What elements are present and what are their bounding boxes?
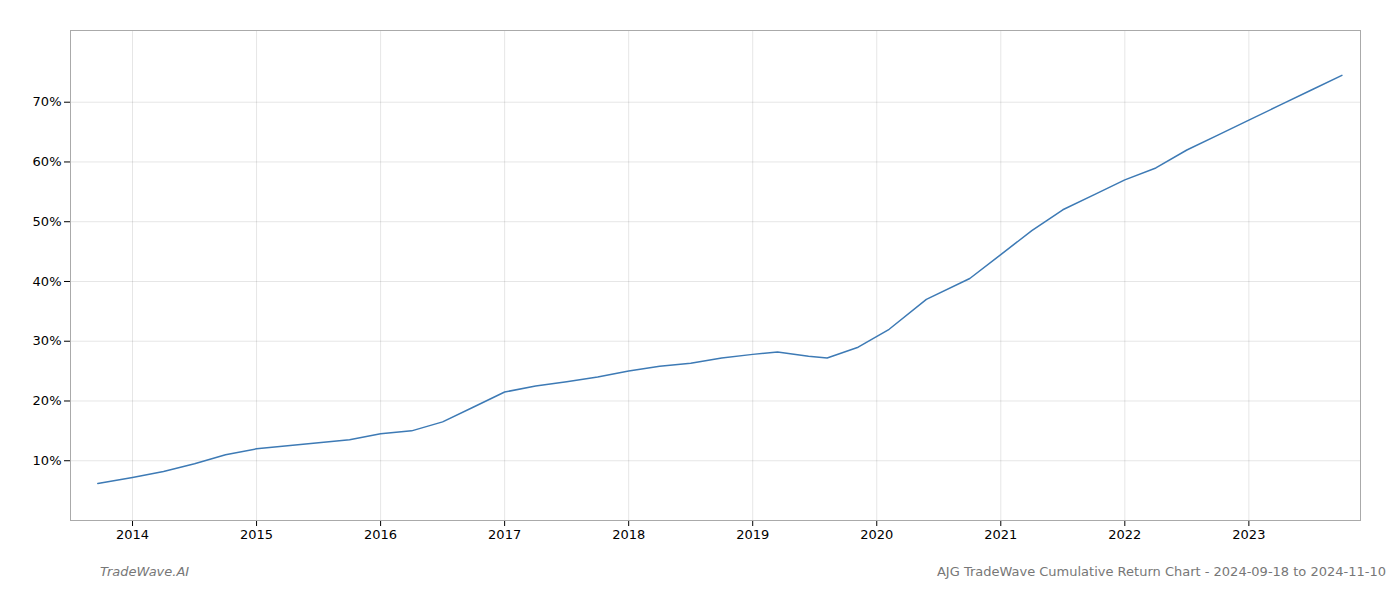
- svg-text:2019: 2019: [736, 527, 769, 542]
- svg-text:2020: 2020: [860, 527, 893, 542]
- svg-text:60%: 60%: [33, 154, 62, 169]
- svg-text:2021: 2021: [984, 527, 1017, 542]
- svg-text:30%: 30%: [33, 333, 62, 348]
- svg-text:2023: 2023: [1232, 527, 1265, 542]
- svg-text:40%: 40%: [33, 274, 62, 289]
- svg-text:70%: 70%: [33, 94, 62, 109]
- svg-text:20%: 20%: [33, 393, 62, 408]
- svg-text:2014: 2014: [116, 527, 149, 542]
- svg-text:50%: 50%: [33, 214, 62, 229]
- svg-text:2017: 2017: [488, 527, 521, 542]
- svg-text:2018: 2018: [612, 527, 645, 542]
- svg-text:10%: 10%: [33, 453, 62, 468]
- svg-text:2016: 2016: [364, 527, 397, 542]
- svg-text:2015: 2015: [240, 527, 273, 542]
- html-text:AJG TradeWave Cumulative Retur: AJG TradeWave Cumulative Return Chart - …: [937, 564, 1386, 579]
- svg-text:2022: 2022: [1108, 527, 1141, 542]
- html-text:TradeWave.AI: TradeWave.AI: [100, 564, 190, 579]
